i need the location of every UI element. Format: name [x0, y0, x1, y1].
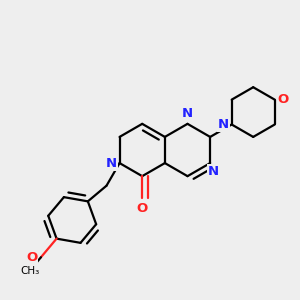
Text: CH₃: CH₃	[20, 266, 39, 276]
Text: N: N	[182, 107, 193, 120]
Text: O: O	[136, 202, 148, 215]
Text: O: O	[26, 251, 38, 264]
Text: N: N	[208, 166, 219, 178]
Text: N: N	[106, 157, 117, 169]
Text: N: N	[218, 118, 229, 131]
Text: O: O	[278, 93, 289, 106]
